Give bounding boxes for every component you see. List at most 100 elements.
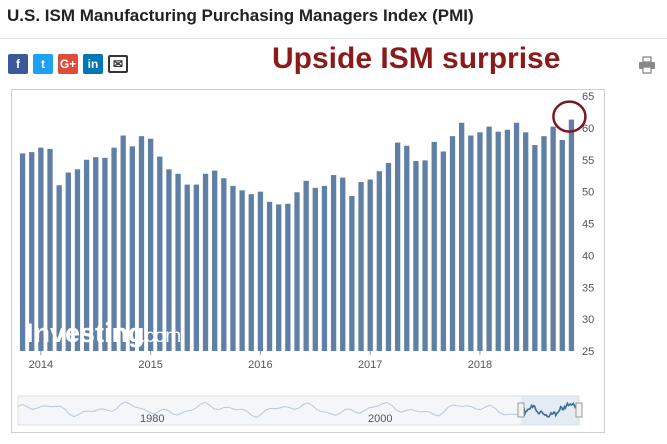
- pmi-bar[interactable]: [459, 122, 465, 351]
- pmi-bar[interactable]: [47, 148, 53, 351]
- linkedin-icon: in: [87, 57, 99, 71]
- pmi-bar[interactable]: [541, 136, 547, 351]
- highlight-circle: [552, 100, 587, 133]
- navigator-left-handle[interactable]: [517, 402, 525, 418]
- pmi-bar[interactable]: [266, 201, 273, 351]
- pmi-bar[interactable]: [495, 131, 501, 351]
- y-tick-label: 45: [582, 219, 594, 231]
- pmi-bar[interactable]: [138, 136, 145, 351]
- pmi-bar[interactable]: [221, 178, 227, 351]
- pmi-bar[interactable]: [157, 156, 163, 351]
- pmi-bar[interactable]: [449, 136, 456, 351]
- navigator-selected-line: [520, 401, 580, 418]
- pmi-bar[interactable]: [385, 162, 392, 351]
- pmi-bar[interactable]: [212, 170, 218, 351]
- google-plus-icon: G+: [59, 57, 77, 71]
- pmi-bar[interactable]: [532, 145, 538, 351]
- pmi-bar[interactable]: [349, 196, 355, 351]
- pmi-bar[interactable]: [285, 203, 291, 351]
- pmi-bar[interactable]: [83, 159, 90, 351]
- printer-icon[interactable]: [638, 56, 656, 74]
- pmi-bar[interactable]: [19, 153, 26, 352]
- email-share-button[interactable]: ✉: [108, 55, 128, 73]
- pmi-bar[interactable]: [367, 179, 373, 351]
- pmi-bar[interactable]: [312, 187, 318, 351]
- pmi-bar[interactable]: [120, 135, 126, 351]
- facebook-share-button[interactable]: f: [8, 54, 28, 74]
- bar-series: [19, 119, 575, 352]
- pmi-bar[interactable]: [93, 157, 99, 351]
- pmi-bar[interactable]: [376, 171, 382, 351]
- pmi-bar[interactable]: [477, 132, 483, 351]
- y-tick-label: 25: [582, 346, 594, 358]
- y-tick-label: 35: [582, 282, 594, 294]
- pmi-bar[interactable]: [404, 145, 410, 351]
- x-axis: 2014 2015 2016 2017 2018: [29, 351, 492, 371]
- watermark-investing: Investing: [26, 318, 145, 348]
- pmi-bar[interactable]: [504, 129, 511, 351]
- pmi-bar[interactable]: [513, 122, 520, 351]
- chart-annotation: Upside ISM surprise: [272, 42, 561, 75]
- twitter-share-button[interactable]: t: [33, 54, 53, 74]
- linkedin-share-button[interactable]: in: [83, 54, 103, 74]
- pmi-bar[interactable]: [202, 173, 209, 351]
- pmi-bar[interactable]: [65, 172, 71, 352]
- pmi-bar[interactable]: [276, 204, 282, 352]
- pmi-bar[interactable]: [230, 185, 236, 351]
- x-tick-label: 2014: [29, 359, 53, 371]
- pmi-bar[interactable]: [413, 161, 419, 351]
- pmi-bar[interactable]: [111, 147, 117, 351]
- y-tick-label: 60: [582, 123, 594, 135]
- y-tick-label: 55: [582, 155, 594, 167]
- y-tick-label: 30: [582, 314, 594, 326]
- pmi-bar[interactable]: [29, 152, 35, 351]
- x-tick-label: 2017: [358, 359, 382, 371]
- pmi-bar[interactable]: [523, 132, 529, 351]
- watermark-com: .com: [140, 326, 181, 347]
- navigator-right-handle[interactable]: [575, 402, 583, 418]
- pmi-bar[interactable]: [303, 180, 309, 351]
- pmi-bar[interactable]: [129, 146, 135, 351]
- pmi-bar[interactable]: [550, 126, 556, 351]
- chart-frame: 25 30 35 40 45 50 55 60 65 2014 2015 2016 2017 2018 …: [11, 89, 605, 433]
- x-tick-label: 2015: [138, 359, 162, 371]
- pmi-bar[interactable]: [431, 141, 437, 351]
- pmi-bar[interactable]: [166, 169, 172, 351]
- pmi-bar[interactable]: [294, 192, 300, 351]
- pmi-bar[interactable]: [175, 173, 181, 351]
- pmi-bar[interactable]: [486, 126, 492, 351]
- pmi-bar[interactable]: [239, 190, 245, 351]
- pmi-bar[interactable]: [340, 177, 346, 351]
- pmi-bar[interactable]: [559, 139, 565, 351]
- y-axis: 25 30 35 40 45 50 55 60 65: [582, 91, 594, 358]
- pmi-bar[interactable]: [568, 119, 575, 351]
- pmi-bar[interactable]: [321, 185, 328, 351]
- y-tick-label: 50: [582, 187, 594, 199]
- pmi-bar[interactable]: [147, 138, 154, 351]
- page-title: U.S. ISM Manufacturing Purchasing Manage…: [7, 6, 474, 25]
- twitter-icon: t: [41, 57, 45, 71]
- navigator[interactable]: 1980 2000: [17, 395, 583, 426]
- pmi-bar[interactable]: [74, 169, 81, 351]
- pmi-bar[interactable]: [248, 194, 254, 351]
- pmi-bar[interactable]: [440, 151, 447, 351]
- pmi-bar[interactable]: [422, 160, 428, 351]
- x-tick-label: 2018: [468, 359, 492, 371]
- pmi-bar[interactable]: [257, 191, 264, 352]
- pmi-bar[interactable]: [102, 157, 108, 351]
- pmi-bar[interactable]: [330, 175, 337, 351]
- navigator-track: [17, 395, 580, 426]
- pmi-bar[interactable]: [358, 182, 364, 351]
- y-tick-label: 65: [582, 91, 594, 103]
- x-tick-label: 2016: [248, 359, 272, 371]
- pmi-bar[interactable]: [184, 184, 190, 351]
- pmi-bar[interactable]: [56, 185, 62, 351]
- pmi-bar[interactable]: [193, 184, 200, 351]
- pmi-bar[interactable]: [38, 147, 44, 351]
- navigator-series-line: [17, 401, 524, 418]
- google-plus-share-button[interactable]: G+: [58, 54, 78, 74]
- pmi-bar[interactable]: [468, 135, 474, 351]
- pmi-bar[interactable]: [394, 142, 401, 351]
- navigator-label-1980: 1980: [140, 413, 164, 425]
